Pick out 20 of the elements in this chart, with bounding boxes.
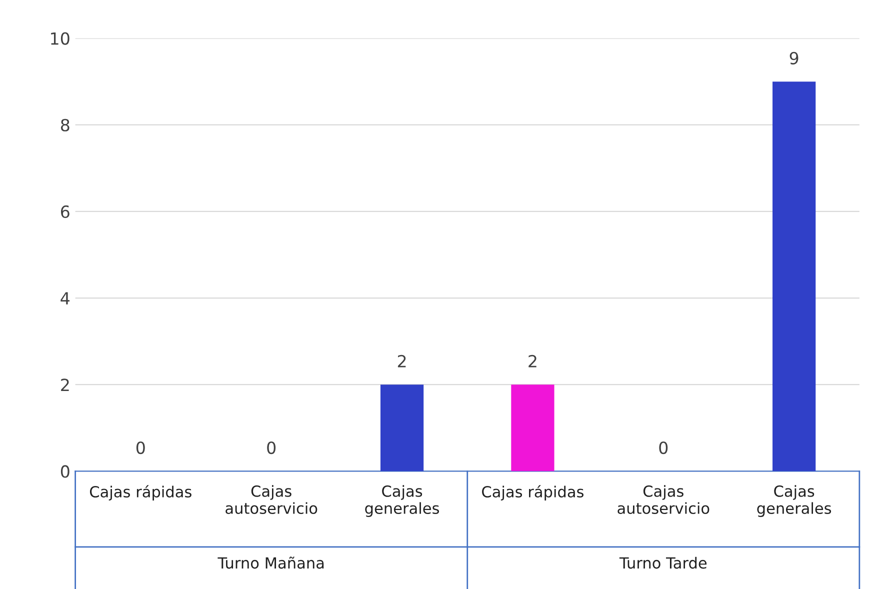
text: Turno Tarde (619, 556, 707, 569)
x-tick-label: Cajas autoservicio (226, 485, 318, 514)
data-label: 2 (398, 354, 406, 368)
data-label: 0 (267, 441, 276, 454)
x-tick-label: Cajas rápidas (482, 485, 584, 500)
data-label: 0 (659, 441, 668, 454)
x-tick-label: Cajas autoservicio (618, 485, 710, 514)
data-label: 9 (790, 52, 798, 64)
x-tick-label: Cajas rápidas (90, 485, 192, 500)
y-tick-label: 4 (60, 292, 70, 304)
data-label: 2 (528, 354, 536, 368)
y-tick-label: 2 (61, 378, 69, 391)
y-tick-label: 0 (60, 465, 70, 478)
y-tick-label: 10 (51, 32, 70, 45)
text: Turno Mañana (218, 556, 324, 569)
y-tick-label: 8 (60, 118, 70, 132)
y-tick-label: 6 (61, 205, 70, 218)
x-tick-label: Cajas generales (365, 485, 439, 517)
x-tick-label: Cajas generales (757, 485, 832, 517)
data-label: 0 (136, 441, 145, 454)
